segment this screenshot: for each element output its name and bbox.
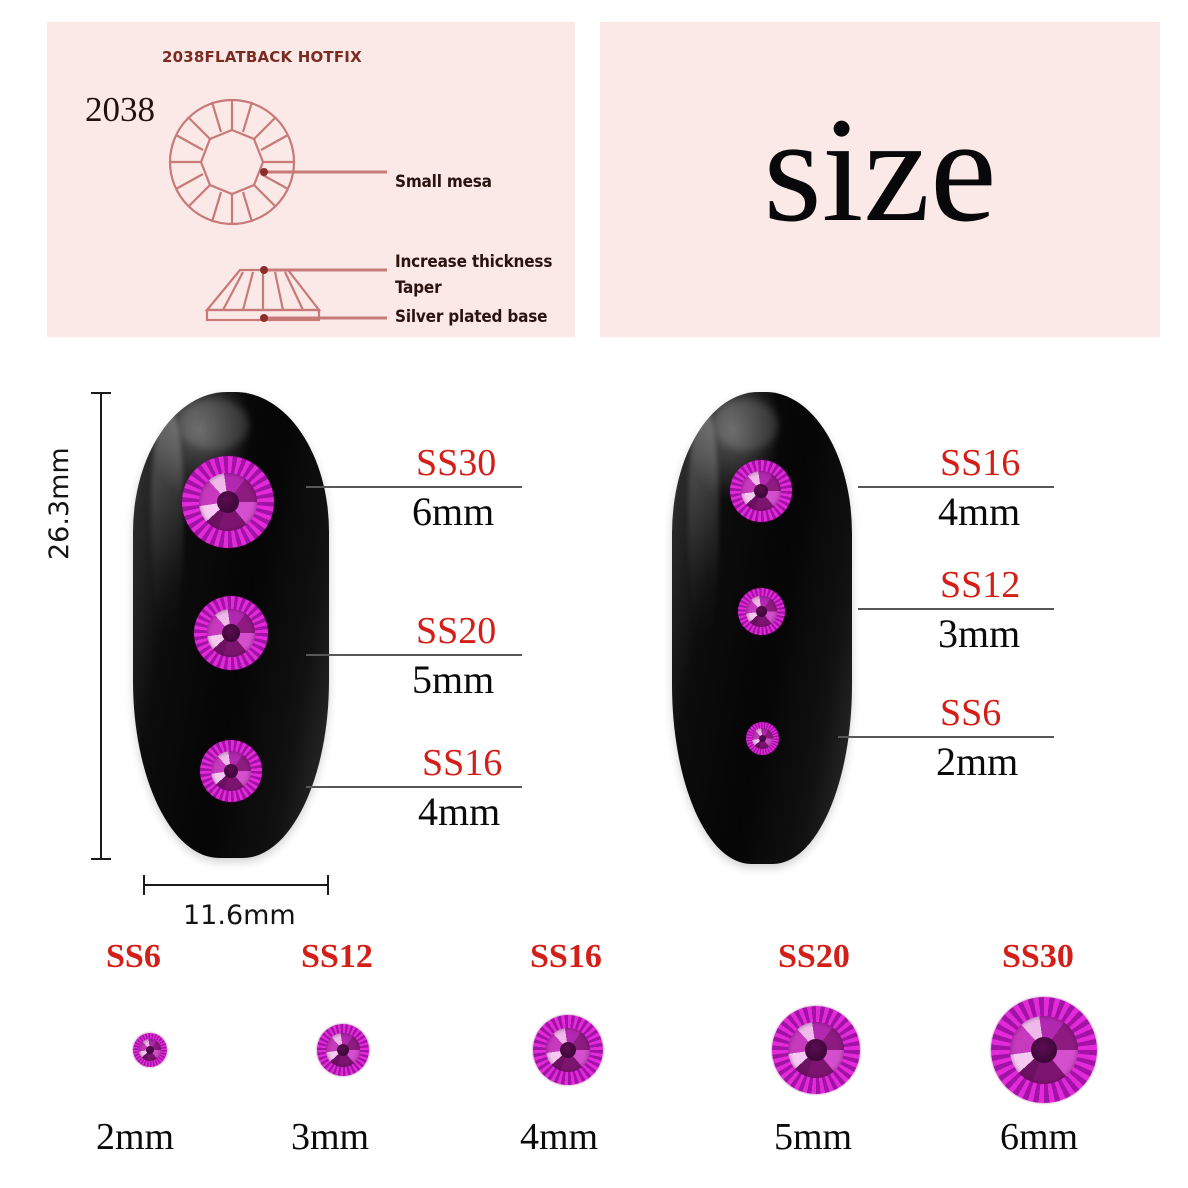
ss-size-label: SS16 <box>940 442 1021 484</box>
ss-size-label: SS16 <box>530 938 602 975</box>
mm-size-label: 5mm <box>412 657 495 702</box>
mm-size-label: 2mm <box>936 739 1019 784</box>
leader-line <box>858 608 1054 610</box>
stone-core <box>145 1045 155 1055</box>
stone-core <box>216 490 240 514</box>
stone-core <box>336 1043 350 1057</box>
stone-core <box>805 1039 827 1061</box>
size-comparison-item: SS16 4mm <box>468 940 668 1156</box>
stone-core <box>758 734 767 743</box>
mm-size-label: 4mm <box>418 789 501 834</box>
stone-core <box>755 605 768 618</box>
ss-size-label: SS30 <box>1002 938 1074 975</box>
model-number: 2038 <box>85 90 155 129</box>
size-comparison-item: SS6 2mm <box>50 938 250 1158</box>
size-comparison-item: SS12 3mm <box>243 938 443 1158</box>
mm-size-label: 3mm <box>938 611 1021 656</box>
callout-label-taper: Taper <box>395 278 442 298</box>
stone-core <box>223 763 239 779</box>
stone-core <box>1031 1037 1057 1063</box>
callout-label-increase-thickness: Increase thickness <box>395 252 553 272</box>
size-comparison-item: SS30 6mm <box>944 940 1144 1156</box>
product-info-panel: 2038FLATBACK HOTFIX 2038 <box>47 22 575 337</box>
ss-size-label: SS6 <box>106 938 161 975</box>
size-comparison-row: SS6 2mm SS12 3mm SS16 <box>0 940 1188 1160</box>
stone-core <box>559 1041 577 1059</box>
rhinestone-ss20 <box>772 1006 860 1094</box>
page-title: size <box>763 87 997 253</box>
mm-size-label: 6mm <box>412 489 495 534</box>
nail-height-label: 26.3mm <box>44 447 75 560</box>
nail-height-dimension-line <box>91 392 111 860</box>
mm-size-label: 2mm <box>96 1116 175 1158</box>
leader-line <box>306 654 522 656</box>
rhinestone-ss30 <box>991 997 1097 1103</box>
leader-line <box>306 486 522 488</box>
leader-line <box>838 736 1054 738</box>
stone-preview <box>944 994 1144 1106</box>
stone-preview <box>50 994 250 1106</box>
rhinestone-ss12-on-nail-right <box>738 588 785 635</box>
size-comparison-item: SS20 5mm <box>716 940 916 1156</box>
leader-line <box>306 786 522 788</box>
size-title-panel: size <box>600 22 1160 337</box>
leader-line <box>858 486 1054 488</box>
rhinestone-ss16 <box>533 1015 603 1085</box>
rhinestone-ss6-on-nail-right <box>746 722 779 755</box>
stone-preview <box>468 994 668 1106</box>
callout-label-small-mesa: Small mesa <box>395 172 492 192</box>
stone-core <box>753 483 769 499</box>
rhinestone-ss6 <box>133 1033 167 1067</box>
callout-label-silver-plated-base: Silver plated base <box>395 307 548 327</box>
mm-size-label: 4mm <box>938 489 1021 534</box>
mm-size-label: 4mm <box>520 1116 599 1158</box>
ss-size-label: SS20 <box>778 938 850 975</box>
mm-size-label: 6mm <box>1000 1116 1079 1158</box>
stone-preview <box>243 994 443 1106</box>
ss-size-label: SS12 <box>301 938 373 975</box>
rhinestone-ss30-on-nail <box>182 456 274 548</box>
nail-width-dimension-line <box>143 875 329 895</box>
rhinestone-ss20-on-nail <box>194 596 268 670</box>
rhinestone-ss16-on-nail <box>200 740 262 802</box>
panel-title: 2038FLATBACK HOTFIX <box>162 48 362 66</box>
nail-width-label: 11.6mm <box>183 900 296 931</box>
ss-size-label: SS16 <box>422 742 503 784</box>
rhinestone-ss12 <box>317 1024 369 1076</box>
ss-size-label: SS6 <box>940 692 1002 734</box>
rhinestone-ss16-on-nail-right <box>730 460 792 522</box>
ss-size-label: SS20 <box>416 610 497 652</box>
stone-core <box>222 624 240 642</box>
ss-size-label: SS12 <box>940 564 1021 606</box>
mm-size-label: 5mm <box>774 1116 853 1158</box>
stone-preview <box>716 994 916 1106</box>
ss-size-label: SS30 <box>416 442 497 484</box>
mm-size-label: 3mm <box>291 1116 370 1158</box>
flatback-diagram <box>168 98 387 322</box>
